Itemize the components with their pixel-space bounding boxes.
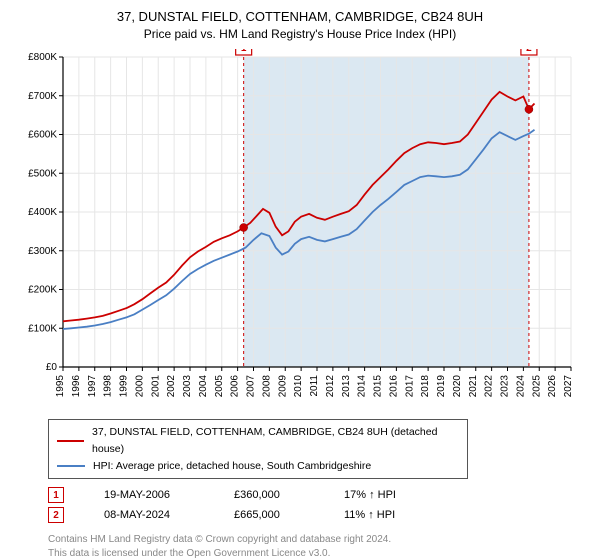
svg-text:2020: 2020 <box>452 375 463 398</box>
svg-text:1996: 1996 <box>71 375 82 398</box>
marker-date-1: 19-MAY-2006 <box>104 489 194 501</box>
svg-text:2000: 2000 <box>134 375 145 398</box>
svg-text:2003: 2003 <box>182 375 193 398</box>
svg-text:£200K: £200K <box>28 284 57 295</box>
svg-text:2022: 2022 <box>484 375 495 398</box>
svg-text:2002: 2002 <box>166 375 177 398</box>
svg-text:1998: 1998 <box>103 375 114 398</box>
svg-text:2018: 2018 <box>420 375 431 398</box>
svg-text:2027: 2027 <box>563 375 574 398</box>
svg-text:£700K: £700K <box>28 91 57 102</box>
svg-text:2016: 2016 <box>388 375 399 398</box>
svg-text:2025: 2025 <box>531 375 542 398</box>
svg-text:2010: 2010 <box>293 375 304 398</box>
chart: £0 £100K £200K £300K £400K £500K £600K £700K £80… <box>15 49 585 409</box>
svg-text:1: 1 <box>241 49 247 54</box>
marker-row-2: 2 08-MAY-2024 £665,000 11% ↑ HPI <box>48 507 592 523</box>
marker-box-1: 1 <box>48 487 64 503</box>
svg-text:2015: 2015 <box>373 375 384 398</box>
legend-swatch-1 <box>57 440 84 442</box>
svg-text:2004: 2004 <box>198 375 209 398</box>
svg-text:2011: 2011 <box>309 375 320 397</box>
svg-text:£0: £0 <box>46 362 58 373</box>
legend-label-1: 37, DUNSTAL FIELD, COTTENHAM, CAMBRIDGE,… <box>92 424 459 458</box>
marker-pct-2: 11% ↑ HPI <box>344 509 434 521</box>
chart-title-block: 37, DUNSTAL FIELD, COTTENHAM, CAMBRIDGE,… <box>8 8 592 43</box>
sale-markers-table: 1 19-MAY-2006 £360,000 17% ↑ HPI 2 08-MA… <box>48 487 592 523</box>
svg-text:2: 2 <box>526 49 532 54</box>
legend-row-2: HPI: Average price, detached house, Sout… <box>57 458 459 475</box>
footer-line-2: This data is licensed under the Open Gov… <box>48 547 592 560</box>
svg-text:2001: 2001 <box>150 375 161 398</box>
marker-box-2: 2 <box>48 507 64 523</box>
title-sub: Price paid vs. HM Land Registry's House … <box>8 26 592 43</box>
footer: Contains HM Land Registry data © Crown c… <box>48 533 592 560</box>
svg-text:£400K: £400K <box>28 207 57 218</box>
svg-text:2012: 2012 <box>325 375 336 398</box>
svg-text:2026: 2026 <box>547 375 558 398</box>
svg-text:2009: 2009 <box>277 375 288 398</box>
svg-text:£600K: £600K <box>28 129 57 140</box>
svg-text:2021: 2021 <box>468 375 479 398</box>
svg-text:2013: 2013 <box>341 375 352 398</box>
footer-line-1: Contains HM Land Registry data © Crown c… <box>48 533 592 547</box>
svg-text:2007: 2007 <box>246 375 257 398</box>
svg-text:1999: 1999 <box>119 375 130 398</box>
svg-text:2014: 2014 <box>357 375 368 398</box>
svg-text:£500K: £500K <box>28 168 57 179</box>
marker-date-2: 08-MAY-2024 <box>104 509 194 521</box>
svg-text:1995: 1995 <box>55 375 66 398</box>
legend-row-1: 37, DUNSTAL FIELD, COTTENHAM, CAMBRIDGE,… <box>57 424 459 458</box>
svg-text:1997: 1997 <box>87 375 98 398</box>
svg-text:2005: 2005 <box>214 375 225 398</box>
legend: 37, DUNSTAL FIELD, COTTENHAM, CAMBRIDGE,… <box>48 419 468 479</box>
svg-text:2024: 2024 <box>515 375 526 398</box>
svg-text:2023: 2023 <box>500 375 511 398</box>
marker-price-2: £665,000 <box>234 509 304 521</box>
svg-text:2017: 2017 <box>404 375 415 398</box>
svg-text:£100K: £100K <box>28 323 57 334</box>
svg-text:£800K: £800K <box>28 52 57 63</box>
marker-price-1: £360,000 <box>234 489 304 501</box>
legend-swatch-2 <box>57 465 85 467</box>
marker-row-1: 1 19-MAY-2006 £360,000 17% ↑ HPI <box>48 487 592 503</box>
svg-text:2006: 2006 <box>230 375 241 398</box>
title-main: 37, DUNSTAL FIELD, COTTENHAM, CAMBRIDGE,… <box>8 8 592 26</box>
legend-label-2: HPI: Average price, detached house, Sout… <box>93 458 371 475</box>
marker-pct-1: 17% ↑ HPI <box>344 489 434 501</box>
svg-text:2019: 2019 <box>436 375 447 398</box>
svg-text:£300K: £300K <box>28 246 57 257</box>
svg-text:2008: 2008 <box>261 375 272 398</box>
